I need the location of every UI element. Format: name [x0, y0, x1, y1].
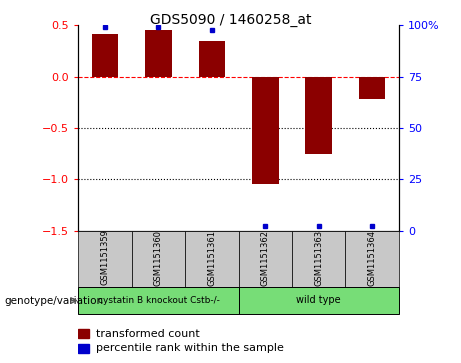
- Text: GSM1151364: GSM1151364: [367, 229, 377, 286]
- Bar: [78, 231, 132, 287]
- Text: genotype/variation: genotype/variation: [5, 296, 104, 306]
- Bar: [199, 41, 225, 77]
- Text: transformed count: transformed count: [96, 329, 200, 339]
- Text: GSM1151362: GSM1151362: [261, 229, 270, 286]
- Text: GSM1151359: GSM1151359: [100, 229, 110, 285]
- Bar: [78, 344, 89, 353]
- Bar: [239, 287, 399, 314]
- Text: GSM1151361: GSM1151361: [207, 229, 216, 286]
- Bar: [292, 231, 345, 287]
- Text: wild type: wild type: [296, 295, 341, 305]
- Bar: [78, 287, 239, 314]
- Bar: [239, 231, 292, 287]
- Bar: [78, 330, 89, 338]
- Text: GDS5090 / 1460258_at: GDS5090 / 1460258_at: [150, 13, 311, 27]
- Text: percentile rank within the sample: percentile rank within the sample: [96, 343, 284, 354]
- Bar: [185, 231, 239, 287]
- Text: cystatin B knockout Cstb-/-: cystatin B knockout Cstb-/-: [98, 296, 219, 305]
- Bar: [145, 29, 172, 77]
- Bar: [252, 77, 278, 184]
- Text: GSM1151363: GSM1151363: [314, 229, 323, 286]
- Bar: [359, 77, 385, 99]
- Bar: [345, 231, 399, 287]
- Bar: [305, 77, 332, 154]
- Bar: [132, 231, 185, 287]
- Text: GSM1151360: GSM1151360: [154, 229, 163, 286]
- Bar: [92, 34, 118, 77]
